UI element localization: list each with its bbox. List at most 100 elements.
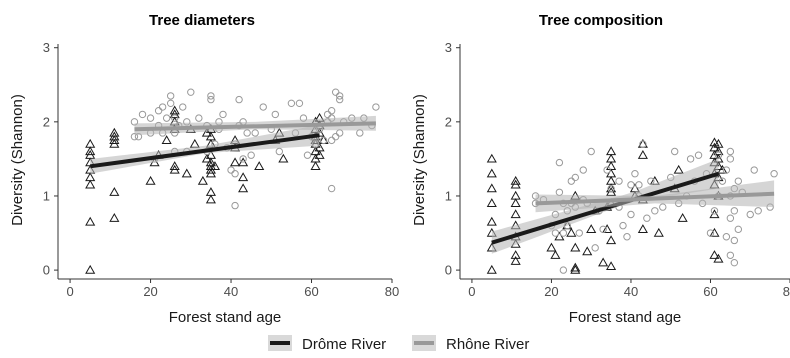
data-point-triangle — [606, 153, 617, 163]
data-point-triangle — [709, 137, 720, 147]
data-point-circle — [619, 221, 627, 230]
data-point-circle — [146, 114, 155, 122]
data-point-circle — [335, 92, 344, 100]
data-point-triangle — [486, 198, 497, 208]
data-point-triangle — [85, 172, 96, 182]
data-point-triangle — [85, 138, 96, 148]
data-point-circle — [579, 166, 587, 174]
data-point-circle — [231, 201, 239, 210]
data-point-circle — [166, 92, 175, 100]
data-point-triangle — [510, 175, 521, 185]
data-point-triangle — [238, 172, 249, 182]
data-point-circle — [710, 207, 719, 215]
data-point-triangle — [606, 161, 617, 170]
data-point-circle — [559, 266, 568, 274]
x-tick-label: 40 — [624, 284, 638, 299]
chart-title: Tree composition — [539, 12, 663, 29]
y-tick-label: 1 — [43, 188, 50, 203]
data-point-circle — [730, 236, 739, 245]
data-point-circle — [235, 95, 243, 104]
data-point-circle — [243, 129, 251, 137]
x-axis-label: Forest stand age — [169, 309, 282, 326]
x-tick-label: 80 — [783, 284, 790, 299]
y-tick-label: 0 — [445, 263, 452, 278]
panel-tree-composition: Tree composition Forest stand age Divers… — [411, 12, 790, 326]
data-point-circle — [323, 110, 332, 119]
data-point-circle — [239, 155, 247, 163]
data-point-circle — [331, 132, 340, 141]
data-point-circle — [207, 95, 215, 104]
x-tick-label: 20 — [143, 284, 157, 299]
x-tick-label: 60 — [703, 284, 717, 299]
data-point-circle — [659, 203, 667, 211]
data-point-circle — [331, 88, 340, 96]
data-point-triangle — [677, 213, 688, 222]
data-point-circle — [327, 136, 336, 145]
data-point-triangle — [606, 235, 617, 245]
data-point-circle — [335, 129, 344, 137]
data-point-circle — [275, 147, 284, 156]
data-point-triangle — [606, 146, 617, 156]
legend-item-rhone: Rhône River — [412, 335, 529, 353]
x-tick-label: 60 — [304, 284, 318, 299]
plot-area: 0 20 40 60 80 0 1 2 3 — [445, 40, 790, 299]
data-point-circle — [722, 233, 731, 241]
data-point-circle — [227, 166, 235, 174]
data-point-triangle — [510, 190, 521, 200]
data-point-circle — [287, 99, 296, 108]
data-point-triangle — [570, 262, 581, 272]
data-point-circle — [335, 95, 344, 104]
data-point-circle — [639, 140, 647, 148]
data-point-circle — [631, 170, 639, 178]
plot-area: 0 20 40 60 80 0 1 2 3 — [43, 40, 399, 299]
data-point-circle — [295, 99, 304, 108]
legend-label-rhone: Rhône River — [446, 336, 529, 353]
data-point-triangle — [713, 253, 724, 263]
data-point-circle — [651, 207, 659, 215]
data-point-triangle — [546, 242, 557, 252]
data-point-triangle — [598, 257, 609, 267]
data-point-circle — [170, 114, 179, 122]
data-point-circle — [750, 166, 758, 174]
data-point-circle — [635, 181, 643, 189]
trend-line — [535, 191, 775, 206]
y-tick-label: 2 — [43, 114, 50, 129]
data-point-triangle — [510, 198, 521, 208]
data-point-triangle — [109, 213, 120, 222]
data-point-circle — [587, 147, 595, 156]
data-point-circle — [591, 244, 599, 252]
data-point-circle — [195, 114, 203, 122]
x-tick-label: 0 — [66, 284, 73, 299]
data-point-circle — [271, 110, 280, 119]
data-point-circle — [219, 110, 227, 119]
data-point-triangle — [85, 146, 96, 156]
data-point-circle — [187, 88, 195, 96]
data-point-circle — [138, 110, 147, 119]
data-point-triangle — [486, 264, 497, 274]
data-point-circle — [259, 103, 267, 111]
data-point-triangle — [637, 149, 648, 159]
data-point-circle — [627, 210, 635, 219]
data-point-triangle — [85, 179, 96, 189]
data-point-circle — [694, 151, 703, 159]
data-point-circle — [154, 107, 163, 115]
data-point-triangle — [205, 149, 216, 159]
data-point-circle — [726, 155, 735, 163]
data-point-triangle — [673, 164, 684, 174]
panel-tree-diameters: Tree diameters Forest stand age Diversit… — [9, 12, 399, 326]
data-point-triangle — [486, 168, 497, 178]
data-point-circle — [162, 114, 171, 122]
data-point-triangle — [229, 157, 241, 167]
data-point-triangle — [486, 183, 497, 193]
data-point-triangle — [314, 142, 325, 152]
y-tick-label: 3 — [445, 40, 452, 55]
data-point-circle — [722, 166, 731, 174]
data-point-circle — [734, 177, 743, 185]
data-point-triangle — [550, 250, 561, 259]
data-point-triangle — [205, 194, 216, 204]
data-point-triangle — [709, 209, 720, 219]
data-point-circle — [718, 177, 727, 185]
data-point-circle — [670, 147, 679, 156]
data-point-circle — [746, 210, 754, 219]
